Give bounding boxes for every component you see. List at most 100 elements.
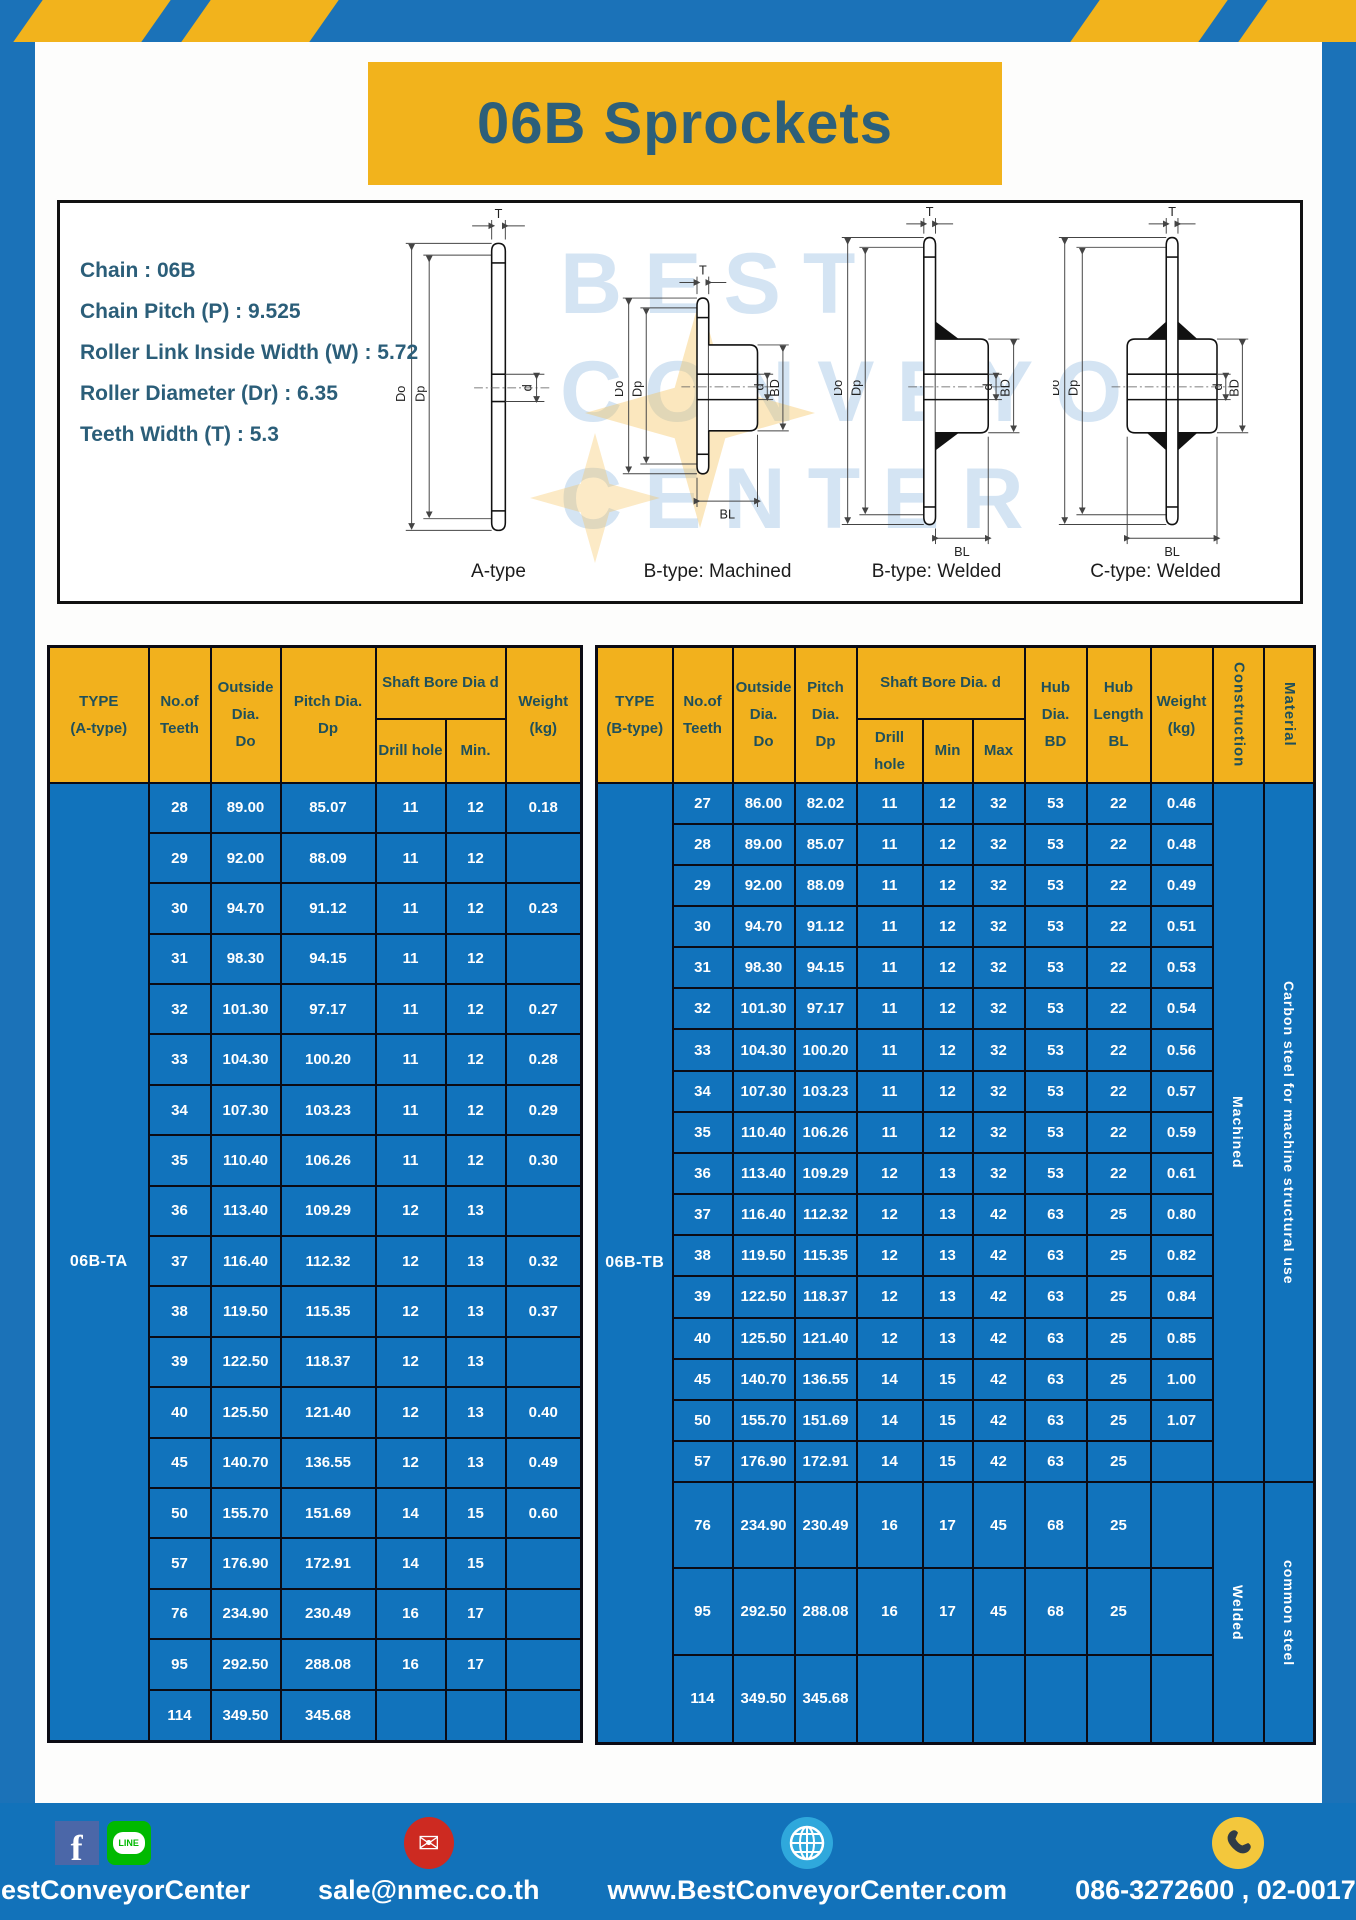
svg-text:Dp: Dp — [630, 381, 644, 397]
table-cell: 11 — [855, 946, 924, 990]
table-cell: 140.70 — [731, 1357, 796, 1401]
social-handle: @BestConveyorCenter — [0, 1875, 251, 1905]
table-cell: 57 — [671, 1439, 734, 1484]
table-cell: 0.61 — [1149, 1151, 1214, 1196]
table-cell: 12 — [374, 1184, 447, 1238]
table-row: 33 104.30 100.20 11 12 0.28 — [49, 1033, 583, 1086]
table-cell: 53 — [1023, 1110, 1088, 1154]
col-header-min: Min. — [444, 717, 507, 784]
table-cell: 30 — [671, 904, 734, 949]
table-cell: 136.55 — [279, 1436, 377, 1489]
table-cell: 12 — [444, 932, 507, 986]
table-cell: 122.50 — [731, 1275, 796, 1319]
table-cell: 32 — [971, 1028, 1026, 1072]
table-cell: 25 — [1085, 1567, 1152, 1656]
col-header-outside-dia: Outside Dia. Do — [731, 645, 796, 784]
table-cell: 0.84 — [1149, 1275, 1214, 1319]
table-cell: 42 — [971, 1275, 1026, 1319]
table-cell: 103.23 — [793, 1069, 858, 1113]
table-cell: 34 — [671, 1069, 734, 1113]
table-row: 38 119.50 115.35 12 13 42 63 25 0.82 — [597, 1234, 1315, 1278]
table-cell: 42 — [971, 1234, 1026, 1278]
col-header-type: TYPE (A-type) — [47, 645, 150, 784]
table-cell: 13 — [921, 1234, 974, 1278]
table-cell: 22 — [1085, 822, 1152, 866]
table-cell: 11 — [374, 983, 447, 1036]
footer-website-section: www.BestConveyorCenter.com — [607, 1817, 1007, 1906]
table-cell: 12 — [921, 822, 974, 866]
col-header-material: Material — [1262, 645, 1316, 784]
drawing-caption: A-type — [471, 561, 526, 582]
table-cell: 349.50 — [209, 1688, 282, 1743]
table-cell: 63 — [1023, 1316, 1088, 1360]
table-cell: 103.23 — [279, 1083, 377, 1137]
table-cell: 121.40 — [279, 1386, 377, 1439]
table-cell: 0.49 — [504, 1436, 583, 1489]
table-cell: 112.32 — [279, 1235, 377, 1288]
table-cell: 12 — [921, 863, 974, 907]
table-cell: 22 — [1085, 987, 1152, 1031]
material-cell: common steel — [1262, 1481, 1316, 1745]
table-cell: 109.29 — [793, 1151, 858, 1196]
table-cell: 12 — [444, 983, 507, 1036]
table-cell: 288.08 — [793, 1567, 858, 1656]
table-row: 36 113.40 109.29 12 13 — [49, 1184, 583, 1238]
table-row: 28 89.00 85.07 11 12 32 53 22 0.48 — [597, 822, 1315, 866]
table-row: 37 116.40 112.32 12 13 42 63 25 0.80 — [597, 1193, 1315, 1237]
table-cell: 115.35 — [793, 1234, 858, 1278]
table-cell: 151.69 — [279, 1486, 377, 1540]
table-row: 35 110.40 106.26 11 12 32 53 22 0.59 — [597, 1110, 1315, 1154]
phone-icon — [1211, 1817, 1264, 1869]
table-cell: 86.00 — [731, 781, 796, 825]
table-cell: 104.30 — [731, 1028, 796, 1072]
table-cell: 0.18 — [504, 781, 583, 834]
table-row: 38 119.50 115.35 12 13 0.37 — [49, 1285, 583, 1338]
table-cell: 92.00 — [731, 863, 796, 907]
table-cell: 104.30 — [209, 1033, 282, 1086]
table-cell: 25 — [1085, 1193, 1152, 1237]
table-cell: 17 — [444, 1587, 507, 1641]
b-type-spec-table: TYPE (B-type) No.of Teeth Outside Dia. D… — [595, 645, 1316, 1745]
table-cell: 37 — [147, 1235, 212, 1288]
table-cell: 32 — [971, 863, 1026, 907]
svg-text:Dp: Dp — [413, 386, 427, 402]
table-row: 34 107.30 103.23 11 12 0.29 — [49, 1083, 583, 1137]
table-cell: 12 — [855, 1193, 924, 1237]
table-cell: 292.50 — [209, 1638, 282, 1691]
table-cell: 76 — [147, 1587, 212, 1641]
table-cell: 37 — [671, 1193, 734, 1237]
table-cell: 12 — [921, 1028, 974, 1072]
table-cell: 38 — [671, 1234, 734, 1278]
table-cell: 25 — [1085, 1357, 1152, 1401]
table-cell: 101.30 — [209, 983, 282, 1036]
table-cell: 172.91 — [279, 1537, 377, 1590]
table-cell: 109.29 — [279, 1184, 377, 1238]
table-cell: 12 — [921, 1110, 974, 1154]
table-cell: 89.00 — [209, 781, 282, 834]
table-row: 45 140.70 136.55 14 15 42 63 25 1.00 — [597, 1357, 1315, 1401]
col-header-teeth: No.of Teeth — [671, 645, 734, 784]
table-cell: 234.90 — [731, 1481, 796, 1570]
table-cell: 107.30 — [209, 1083, 282, 1137]
table-row: 76 234.90 230.49 16 17 — [49, 1587, 583, 1641]
table-row: 35 110.40 106.26 11 12 0.30 — [49, 1134, 583, 1187]
table-cell: 151.69 — [793, 1398, 858, 1443]
globe-icon — [781, 1817, 834, 1869]
footer-social-section: f LINE @BestConveyorCenter — [0, 1817, 250, 1906]
table-cell: 0.57 — [1149, 1069, 1214, 1113]
table-cell: 11 — [374, 781, 447, 834]
table-cell: 38 — [147, 1285, 212, 1338]
table-cell: 15 — [921, 1357, 974, 1401]
svg-text:BL: BL — [954, 545, 970, 559]
table-cell: 12 — [921, 904, 974, 949]
table-row: 31 98.30 94.15 11 12 — [49, 932, 583, 986]
table-cell: 11 — [374, 831, 447, 885]
table-cell: 32 — [971, 946, 1026, 990]
facebook-icon: f — [54, 1821, 99, 1866]
table-row: 39 122.50 118.37 12 13 — [49, 1335, 583, 1389]
table-cell: 32 — [971, 1151, 1026, 1196]
table-cell: 94.15 — [279, 932, 377, 986]
table-cell: 0.23 — [504, 882, 583, 935]
svg-text:BL: BL — [1164, 545, 1180, 559]
table-cell: 39 — [671, 1275, 734, 1319]
